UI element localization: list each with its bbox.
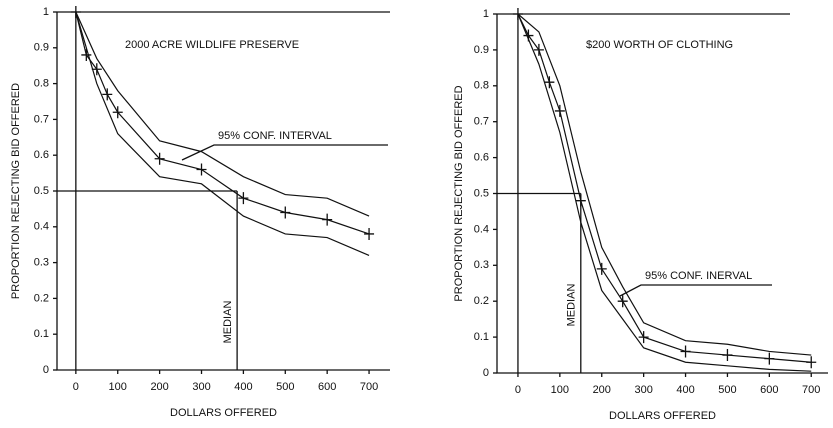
- point-marker: [680, 345, 691, 358]
- x-tick-label: 300: [192, 381, 210, 393]
- annotation: 95% CONF. INTERVAL: [218, 130, 332, 142]
- y-tick-label: 0.9: [474, 44, 489, 56]
- y-axis-label: PROPORTION REJECTING BID OFFERED: [453, 85, 465, 301]
- y-tick-label: 0.4: [474, 223, 489, 235]
- annotation: 95% CONF. INERVAL: [645, 270, 752, 282]
- y-tick-label: 0.2: [474, 295, 489, 307]
- x-tick-label: 300: [634, 384, 652, 396]
- y-tick-label: 0.6: [34, 149, 49, 161]
- y-tick-label: 1: [483, 8, 489, 20]
- y-axis-label: PROPORTION REJECTING BID OFFERED: [10, 83, 22, 299]
- series-line: [517, 13, 812, 356]
- point-marker: [722, 349, 733, 362]
- point-marker: [238, 192, 249, 205]
- y-tick-label: 0.9: [34, 42, 49, 54]
- x-tick-label: 600: [760, 384, 778, 396]
- point-marker: [196, 163, 207, 176]
- x-tick-label: 200: [150, 381, 168, 393]
- x-tick-label: 200: [593, 384, 611, 396]
- y-tick-label: 0: [43, 364, 49, 376]
- y-tick-label: 0.1: [34, 328, 49, 340]
- point-marker: [638, 331, 649, 344]
- point-marker: [91, 63, 102, 76]
- x-tick-label: 500: [276, 381, 294, 393]
- y-tick-label: 0.8: [34, 78, 49, 90]
- point-marker: [533, 43, 544, 56]
- point-marker: [81, 48, 92, 61]
- x-tick-label: 600: [318, 381, 336, 393]
- x-tick-label: 700: [360, 381, 378, 393]
- point-marker: [512, 8, 523, 20]
- point-marker: [280, 206, 291, 219]
- median-label: MEDIAN: [566, 284, 578, 327]
- y-tick-label: 0.1: [474, 331, 489, 343]
- series-line: [517, 13, 812, 372]
- point-marker: [544, 76, 555, 89]
- point-marker: [806, 356, 817, 369]
- x-tick-label: 400: [676, 384, 694, 396]
- point-marker: [554, 104, 565, 117]
- y-tick-label: 0.5: [474, 187, 489, 199]
- x-tick-label: 100: [109, 381, 127, 393]
- x-tick-label: 400: [234, 381, 252, 393]
- series-line: [517, 13, 812, 363]
- median-label: MEDIAN: [222, 301, 234, 344]
- y-tick-label: 0.3: [474, 259, 489, 271]
- y-tick-label: 1: [43, 6, 49, 18]
- y-tick-label: 0.8: [474, 80, 489, 92]
- chart-title: $200 WORTH OF CLOTHING: [586, 39, 733, 51]
- y-tick-label: 0.2: [34, 292, 49, 304]
- x-tick-label: 700: [802, 384, 820, 396]
- y-tick-label: 0.7: [34, 113, 49, 125]
- point-marker: [596, 262, 607, 275]
- point-marker: [764, 352, 775, 365]
- point-marker: [154, 152, 165, 165]
- point-marker: [102, 88, 113, 101]
- x-tick-label: 0: [515, 384, 521, 396]
- chart-title: 2000 ACRE WILDLIFE PRESERVE: [125, 39, 299, 51]
- point-marker: [322, 213, 333, 226]
- point-marker: [364, 227, 375, 240]
- series-line: [75, 11, 370, 256]
- x-axis-label: DOLLARS OFFERED: [170, 407, 277, 419]
- x-tick-label: 100: [551, 384, 569, 396]
- x-axis-label: DOLLARS OFFERED: [609, 410, 716, 422]
- point-marker: [617, 295, 628, 308]
- y-tick-label: 0.3: [34, 257, 49, 269]
- point-marker: [575, 194, 586, 207]
- y-tick-label: 0.4: [34, 221, 49, 233]
- y-tick-label: 0.7: [474, 116, 489, 128]
- series-line: [75, 11, 370, 217]
- annotation-leader: [181, 144, 388, 161]
- point-marker: [112, 106, 123, 119]
- y-tick-label: 0: [483, 367, 489, 379]
- annotation-leader: [619, 284, 772, 297]
- y-tick-label: 0.6: [474, 152, 489, 164]
- x-tick-label: 0: [73, 381, 79, 393]
- x-tick-label: 500: [718, 384, 736, 396]
- y-tick-label: 0.5: [34, 185, 49, 197]
